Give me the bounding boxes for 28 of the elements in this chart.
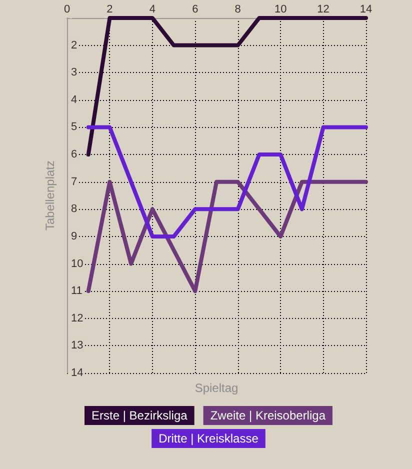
x-tick-label: 8	[234, 4, 241, 16]
x-tick-label: 0	[64, 4, 70, 16]
y-tick-label: 4	[71, 94, 78, 106]
text: Zweite | Kreisoberliga	[210, 408, 326, 422]
x-tick-label: 12	[317, 4, 330, 16]
x-tick-label: 6	[192, 4, 198, 16]
y-tick-label: 2	[71, 39, 78, 52]
x-tick-label: 14	[360, 4, 372, 16]
y-tick-label: 9	[71, 230, 78, 242]
y-tick-label: 10	[71, 258, 84, 270]
line-series	[86, 125, 368, 238]
x-tick-label: 2	[106, 4, 113, 16]
x-tick-label: 4	[149, 4, 156, 16]
x-axis-title: Spieltag	[194, 381, 238, 395]
text: Dritte | Kreisklasse	[158, 432, 259, 446]
y-tick-label: 11	[71, 285, 82, 298]
y-tick-label: 8	[71, 203, 78, 216]
y-tick-label: 7	[71, 176, 78, 188]
y-tick-label: 13	[71, 340, 84, 352]
y-axis-title: Tabellenplatz	[43, 160, 57, 231]
y-tick-label: 3	[71, 66, 78, 79]
text: Erste | Bezirksliga	[92, 408, 188, 422]
y-tick-label: 14	[71, 367, 84, 379]
x-tick-label: 10	[274, 4, 287, 16]
y-tick-label: 5	[71, 121, 78, 134]
y-tick-label: 6	[71, 148, 78, 161]
line-series	[86, 180, 368, 294]
y-tick-label: 12	[71, 312, 84, 324]
